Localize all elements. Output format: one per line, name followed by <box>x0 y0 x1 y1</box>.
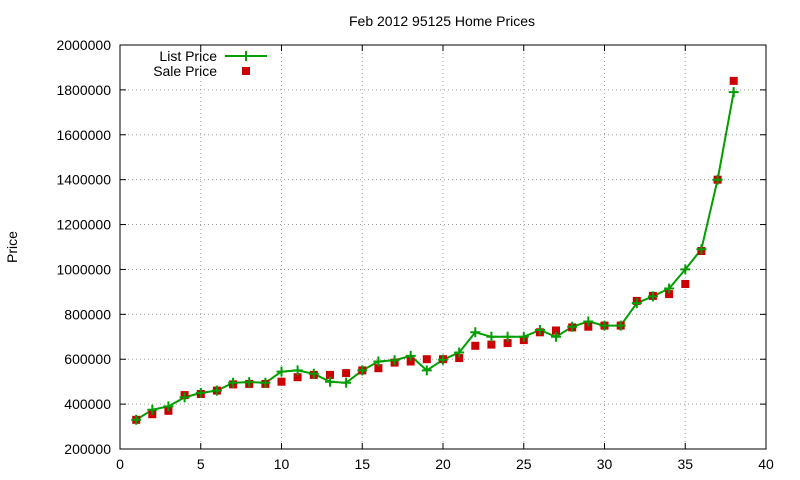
list-price-point <box>341 377 352 388</box>
x-tick-label: 15 <box>354 456 370 472</box>
list-price-point <box>631 298 642 309</box>
sale-price-point <box>665 290 674 299</box>
list-price-point <box>260 377 271 388</box>
sale-price-point <box>374 364 383 373</box>
y-tick-label: 1200000 <box>56 217 111 233</box>
list-price-point <box>647 291 658 302</box>
list-price-point <box>728 87 739 98</box>
list-price-point <box>712 174 723 185</box>
list-price-point <box>373 356 384 367</box>
x-tick-label: 20 <box>435 456 451 472</box>
x-tick-label: 10 <box>274 456 290 472</box>
series-layer <box>131 76 739 425</box>
list-price-point <box>228 377 239 388</box>
list-price-point <box>551 331 561 342</box>
list-price-point <box>615 320 626 331</box>
list-price-point <box>308 368 319 379</box>
list-price-point <box>421 365 432 376</box>
sale-price-point <box>422 355 431 364</box>
y-tick-label: 200000 <box>64 441 111 457</box>
list-price-point <box>357 365 368 376</box>
y-tick-label: 800000 <box>64 306 111 322</box>
list-price-point <box>405 350 416 361</box>
list-price-point <box>195 387 206 398</box>
x-tick-label: 25 <box>516 456 532 472</box>
sale-price-point <box>455 354 464 363</box>
list-price-point <box>438 354 448 365</box>
y-tick-label: 600000 <box>64 351 111 367</box>
sale-price-point <box>471 341 480 350</box>
list-price-point <box>502 331 513 342</box>
y-tick-label: 1800000 <box>56 82 111 98</box>
sale-price-point <box>293 373 302 382</box>
legend: List Price Sale Price <box>153 48 267 79</box>
list-price-point <box>470 327 481 338</box>
list-price-point <box>292 365 303 376</box>
y-tick-label: 1400000 <box>56 172 111 188</box>
x-tick-label: 30 <box>597 456 613 472</box>
y-tick-label: 1000000 <box>56 261 111 277</box>
list-price-point <box>696 244 707 255</box>
list-price-point <box>211 385 222 396</box>
list-price-point <box>163 401 174 412</box>
legend-marker-list-price <box>241 51 251 61</box>
list-price-point <box>664 283 675 294</box>
sale-price-point <box>584 322 593 331</box>
sale-price-point <box>487 340 496 349</box>
sale-price-point <box>342 369 351 378</box>
sale-price-point <box>729 76 738 85</box>
list-price-point <box>534 325 545 335</box>
list-price-point <box>567 321 578 332</box>
list-price-line <box>135 91 735 421</box>
list-price-point <box>454 347 465 358</box>
x-tick-label: 0 <box>116 456 124 472</box>
legend-label-list-price: List Price <box>159 48 217 64</box>
list-price-point <box>147 404 158 415</box>
list-price-point <box>486 331 497 342</box>
list-price-point <box>325 376 335 387</box>
list-price-point <box>680 264 691 275</box>
x-tick-label: 5 <box>197 456 205 472</box>
list-price-point <box>583 316 594 327</box>
list-price-point <box>599 320 610 331</box>
sale-price-point <box>277 377 286 386</box>
list-price-point <box>244 377 255 388</box>
list-price-point <box>518 331 529 342</box>
sale-price-point <box>406 357 415 366</box>
list-price-point <box>276 366 287 377</box>
y-tick-label: 1600000 <box>56 127 111 143</box>
x-tick-label: 35 <box>677 456 693 472</box>
sale-price-point <box>552 326 560 335</box>
legend-label-sale-price: Sale Price <box>153 63 217 79</box>
legend-marker-sale-price <box>242 67 250 75</box>
list-price-point <box>389 355 400 366</box>
sale-price-point <box>681 280 690 288</box>
y-tick-label: 2000000 <box>56 37 111 53</box>
list-price-point <box>179 392 190 403</box>
sale-price-point <box>503 339 512 348</box>
sale-price-point <box>326 370 334 379</box>
y-axis-label: Price <box>4 231 20 263</box>
x-tick-label: 40 <box>758 456 774 472</box>
axis-ticks: 0 5 10 15 20 25 30 35 40 200000 400000 600000 800000… <box>56 37 774 472</box>
y-tick-label: 400000 <box>64 396 111 412</box>
chart-title: Feb 2012 95125 Home Prices <box>349 13 535 29</box>
list-price-point <box>131 414 142 425</box>
